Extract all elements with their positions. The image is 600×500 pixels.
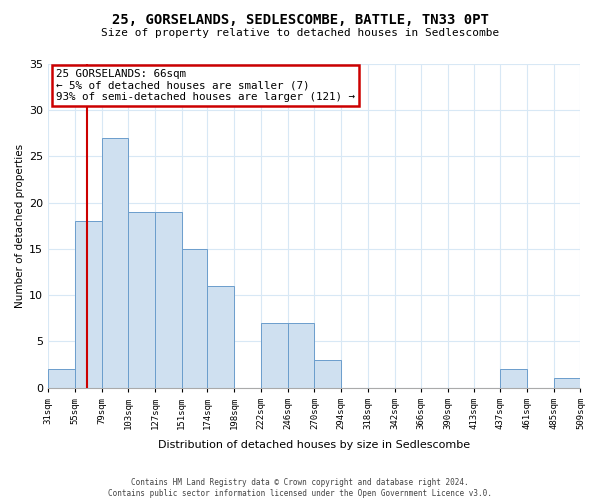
- X-axis label: Distribution of detached houses by size in Sedlescombe: Distribution of detached houses by size …: [158, 440, 470, 450]
- Bar: [182, 249, 208, 388]
- Text: Contains HM Land Registry data © Crown copyright and database right 2024.
Contai: Contains HM Land Registry data © Crown c…: [108, 478, 492, 498]
- Bar: [554, 378, 580, 388]
- Bar: [128, 212, 155, 388]
- Bar: [314, 360, 341, 388]
- Bar: [208, 286, 234, 388]
- Bar: [101, 138, 128, 388]
- Bar: [48, 369, 75, 388]
- Bar: [500, 369, 527, 388]
- Bar: [287, 323, 314, 388]
- Text: 25, GORSELANDS, SEDLESCOMBE, BATTLE, TN33 0PT: 25, GORSELANDS, SEDLESCOMBE, BATTLE, TN3…: [112, 12, 488, 26]
- Bar: [155, 212, 182, 388]
- Bar: [75, 221, 101, 388]
- Bar: [261, 323, 287, 388]
- Text: Size of property relative to detached houses in Sedlescombe: Size of property relative to detached ho…: [101, 28, 499, 38]
- Text: 25 GORSELANDS: 66sqm
← 5% of detached houses are smaller (7)
93% of semi-detache: 25 GORSELANDS: 66sqm ← 5% of detached ho…: [56, 69, 355, 102]
- Y-axis label: Number of detached properties: Number of detached properties: [15, 144, 25, 308]
